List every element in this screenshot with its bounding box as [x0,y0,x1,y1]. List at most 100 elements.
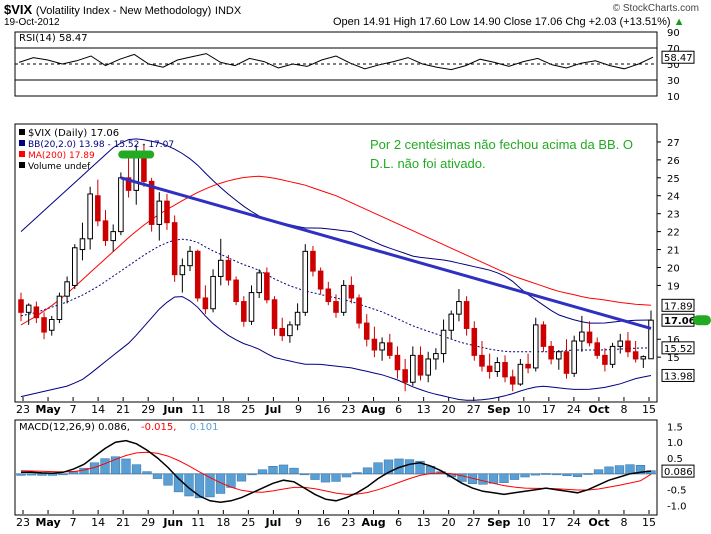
macd-xlabel-5: 29 [141,516,155,529]
candle-body-17 [148,180,155,225]
macd-xlabel-1: May [35,516,60,529]
price-xlabel-9: 25 [241,403,255,416]
candle-body-63 [502,362,508,378]
exchange: INDX [214,5,242,17]
annotation-line-2: D.L. não foi ativado. [370,156,486,171]
macd-hist-bar-54 [583,473,593,475]
candle-body-40 [325,288,332,303]
price-axis-tag-2 [661,341,695,355]
macd-hist-bar-9 [110,456,121,475]
macd-hist-bar-13 [152,473,163,479]
candle-body-33 [271,299,278,329]
rsi-line [18,53,654,71]
bb-upper-line [20,138,652,324]
candle-body-56 [448,313,455,331]
macd-xlabel-10: Jul [265,516,282,529]
price-xlabel-21: 17 [542,403,556,416]
watermark: © StockCharts.com [612,3,699,14]
candle-body-57 [456,301,462,315]
macd-xlabel-14: Aug [361,516,385,529]
macd-xlabel-4: 21 [116,516,130,529]
candle-body-14 [125,177,132,191]
price-legend-1: BB(20,2.0) 13.98 - 15.52 - 17.07 [28,140,174,150]
price-xlabel-22: 24 [567,403,581,416]
price-frame [14,123,658,403]
macd-hist-bar-53 [572,473,583,477]
symbol: $VIX [4,2,33,17]
candle-body-41 [333,301,339,313]
macd-hist-bar-23 [257,469,268,475]
price-xlabel-17: 20 [442,403,456,416]
candle-body-5 [56,295,63,320]
candle-body-65 [517,363,524,385]
candle-body-53 [425,358,431,376]
candle-body-39 [317,270,324,290]
price-legend-2: MA(200) 17.89 [28,151,95,161]
candle-body-7 [72,247,78,286]
candle-body-44 [356,297,362,324]
price-xlabel-0: 23 [16,403,30,416]
candle-body-9 [87,193,93,240]
macd-ytick-5: -1.0 [667,502,687,513]
price-ytick-7: 20 [667,263,680,274]
candle-body-25 [210,275,216,310]
macd-line [21,439,652,504]
candle-body-45 [363,322,370,340]
candle-body-12 [110,231,116,242]
symbol-name: (Volatility Index - New Methodology) [35,5,212,17]
price-xlabel-23: Oct [588,403,609,416]
candle-body-66 [525,363,531,369]
macd-hist-bar-34 [373,462,383,475]
macd-legend-0: MACD(12,26,9) 0.086, [19,422,130,433]
macd-xlabel-25: 15 [642,516,656,529]
candle-body-1 [25,304,32,313]
macd-hist-bar-51 [551,473,562,476]
candle-body-36 [294,311,301,326]
bb-lower-line [20,296,652,401]
rsi-title: RSI(14) 58.47 [19,33,88,44]
ohlc-readout: Open 14.91 High 17.60 Low 14.90 Close 17… [333,16,685,28]
price-ytick-4: 23 [667,210,680,221]
candle-body-18 [156,200,163,225]
rsi-panel: RSI(14) 58.47 90 70 50 30 10 58.47 [14,28,695,103]
macd-xlabel-2: 7 [70,516,77,529]
macd-last-value: 0.086 [664,467,693,478]
candle-body-46 [371,338,378,351]
candle-body-58 [463,301,470,329]
candle-body-26 [217,259,224,277]
candle-body-24 [202,297,209,310]
price-legend-0: $VIX (Daily) 17.06 [28,128,119,139]
macd-last-tag [661,464,695,478]
candle-body-59 [471,327,478,356]
ma200-line [20,175,652,326]
price-xlabel-24: 8 [620,403,627,416]
macd-xlabel-20: 10 [517,516,531,529]
price-ytick-3: 24 [667,192,680,203]
price-ytick-1: 26 [667,156,680,167]
candle-body-28 [233,279,239,303]
candle-body-74 [586,331,593,344]
macd-xlabel-19: Sep [487,516,510,529]
price-panel: 27 26 25 24 23 22 21 20 19 16 15 17.89 17.06 15.52 13.… [14,123,711,416]
price-ytick-5: 22 [667,228,680,239]
candle-body-32 [264,272,270,301]
macd-hist-bar-22 [247,473,257,476]
candle-body-80 [632,351,639,360]
macd-panel: 1.5 1.0 0.5 -0.5 -1.0 0.086 MACD(12,26,9) 0.08… [14,419,695,529]
candle-body-70 [556,351,562,360]
rsi-last-tag [661,50,695,64]
price-axis-tag-label-1: 17.06 [664,316,696,327]
price-legend-3: Volume undef [28,162,91,172]
candle-body-3 [41,317,47,333]
price-xlabel-6: Jun [162,403,183,416]
macd-hist-bar-48 [520,473,530,478]
candle-body-11 [102,220,109,242]
macd-ytick-4: -0.5 [667,486,687,497]
candle-body-10 [95,195,101,222]
candle-body-37 [302,250,309,313]
candle-body-69 [548,345,554,360]
candle-body-71 [563,351,570,374]
bb-middle-line [20,238,652,353]
candle-body-2 [33,306,40,319]
macd-hist-bar-46 [499,473,509,483]
